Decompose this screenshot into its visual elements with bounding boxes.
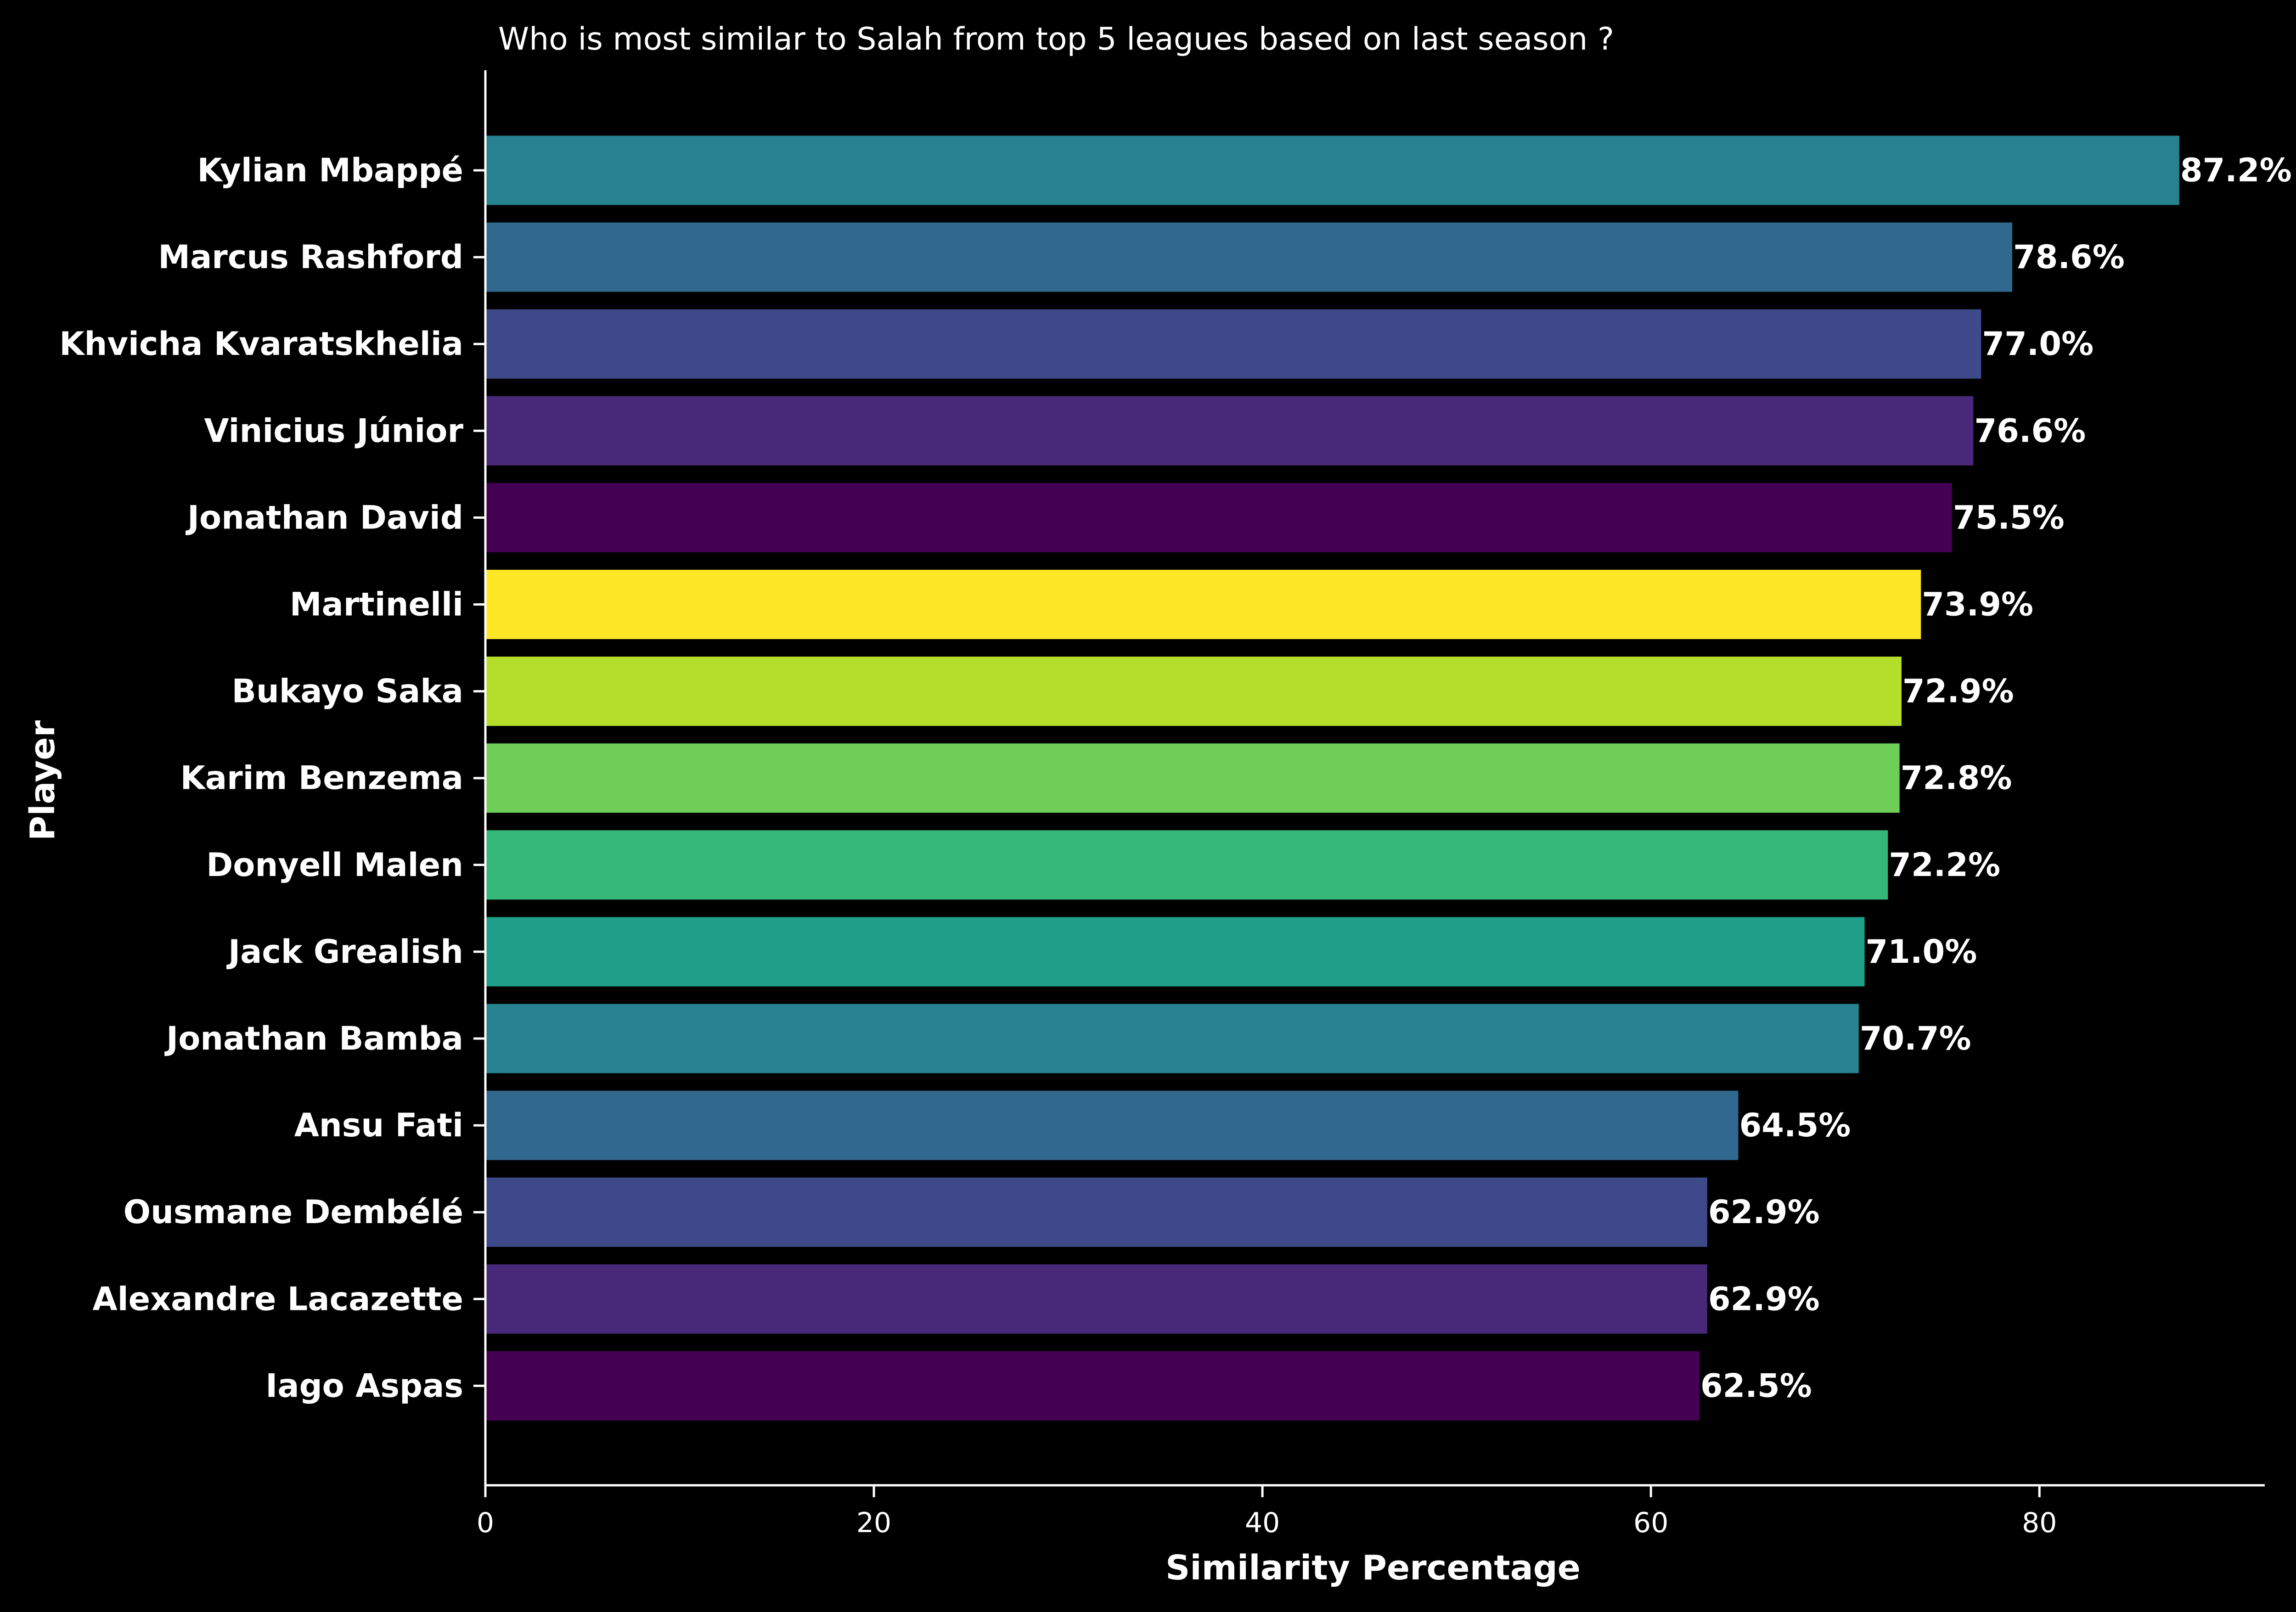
category-label: Ousmane Dembélé bbox=[124, 1193, 463, 1231]
category-label: Jack Grealish bbox=[226, 933, 463, 971]
value-label: 72.2% bbox=[1889, 846, 2000, 884]
bar bbox=[485, 570, 1921, 639]
value-label: 62.9% bbox=[1708, 1280, 1820, 1318]
category-label: Jonathan David bbox=[186, 499, 463, 536]
bar bbox=[485, 830, 1888, 900]
value-label: 62.9% bbox=[1708, 1193, 1820, 1231]
category-label: Jonathan Bamba bbox=[164, 1020, 463, 1057]
bar bbox=[485, 1090, 1739, 1160]
y-axis-title: Player bbox=[23, 720, 62, 841]
bar bbox=[485, 1264, 1707, 1334]
chart-title: Who is most similar to Salah from top 5 … bbox=[498, 21, 1614, 57]
category-label: Karim Benzema bbox=[180, 759, 463, 797]
value-label: 78.6% bbox=[2013, 238, 2125, 276]
category-label: Martinelli bbox=[290, 586, 463, 623]
category-label: Alexandre Lacazette bbox=[92, 1280, 463, 1318]
x-tick-label: 40 bbox=[1245, 1507, 1280, 1539]
category-label: Khvicha Kvaratskhelia bbox=[59, 325, 463, 363]
x-axis-title: Similarity Percentage bbox=[1165, 1548, 1581, 1588]
x-tick-label: 20 bbox=[856, 1507, 891, 1539]
bar bbox=[485, 657, 1902, 726]
value-label: 73.9% bbox=[1922, 586, 2033, 623]
value-label: 75.5% bbox=[1953, 499, 2065, 536]
bar bbox=[485, 1177, 1707, 1247]
bar bbox=[485, 1004, 1859, 1073]
bar bbox=[485, 917, 1865, 987]
bar bbox=[485, 396, 1974, 466]
category-label: Marcus Rashford bbox=[158, 238, 463, 276]
value-label: 77.0% bbox=[1982, 325, 2093, 363]
value-label: 62.5% bbox=[1700, 1367, 1812, 1404]
x-tick-label: 0 bbox=[477, 1507, 494, 1539]
bar bbox=[485, 1351, 1699, 1421]
bar bbox=[485, 135, 2179, 205]
bar bbox=[485, 483, 1952, 552]
bar bbox=[485, 309, 1981, 379]
value-label: 70.7% bbox=[1860, 1020, 1971, 1057]
category-label: Ansu Fati bbox=[294, 1106, 463, 1144]
bar bbox=[485, 743, 1900, 813]
value-labels: 87.2% 78.6% 77.0% 76.6% 75.5% 73.9% 72.9% 72.8%… bbox=[1700, 152, 2292, 1404]
bar bbox=[485, 222, 2013, 292]
value-label: 72.9% bbox=[1902, 673, 2014, 710]
value-label: 76.6% bbox=[1974, 412, 2086, 449]
category-label: Vinicius Júnior bbox=[204, 412, 464, 449]
category-labels: Kylian Mbappé Marcus Rashford Khvicha Kvar… bbox=[59, 152, 485, 1404]
value-label: 64.5% bbox=[1739, 1106, 1851, 1144]
x-tick-label: 60 bbox=[1633, 1507, 1668, 1539]
value-label: 72.8% bbox=[1901, 759, 2012, 797]
x-tick-label: 80 bbox=[2022, 1507, 2057, 1539]
category-label: Donyell Malen bbox=[206, 846, 463, 884]
x-axis-ticks: 0 20 40 60 80 bbox=[477, 1485, 2057, 1539]
category-label: Kylian Mbappé bbox=[197, 152, 463, 189]
value-label: 71.0% bbox=[1866, 933, 1977, 971]
bars-layer bbox=[485, 135, 2179, 1421]
value-label: 87.2% bbox=[2180, 152, 2292, 189]
category-label: Iago Aspas bbox=[265, 1367, 463, 1404]
category-label: Bukayo Saka bbox=[232, 673, 463, 710]
axes bbox=[484, 70, 2265, 1487]
